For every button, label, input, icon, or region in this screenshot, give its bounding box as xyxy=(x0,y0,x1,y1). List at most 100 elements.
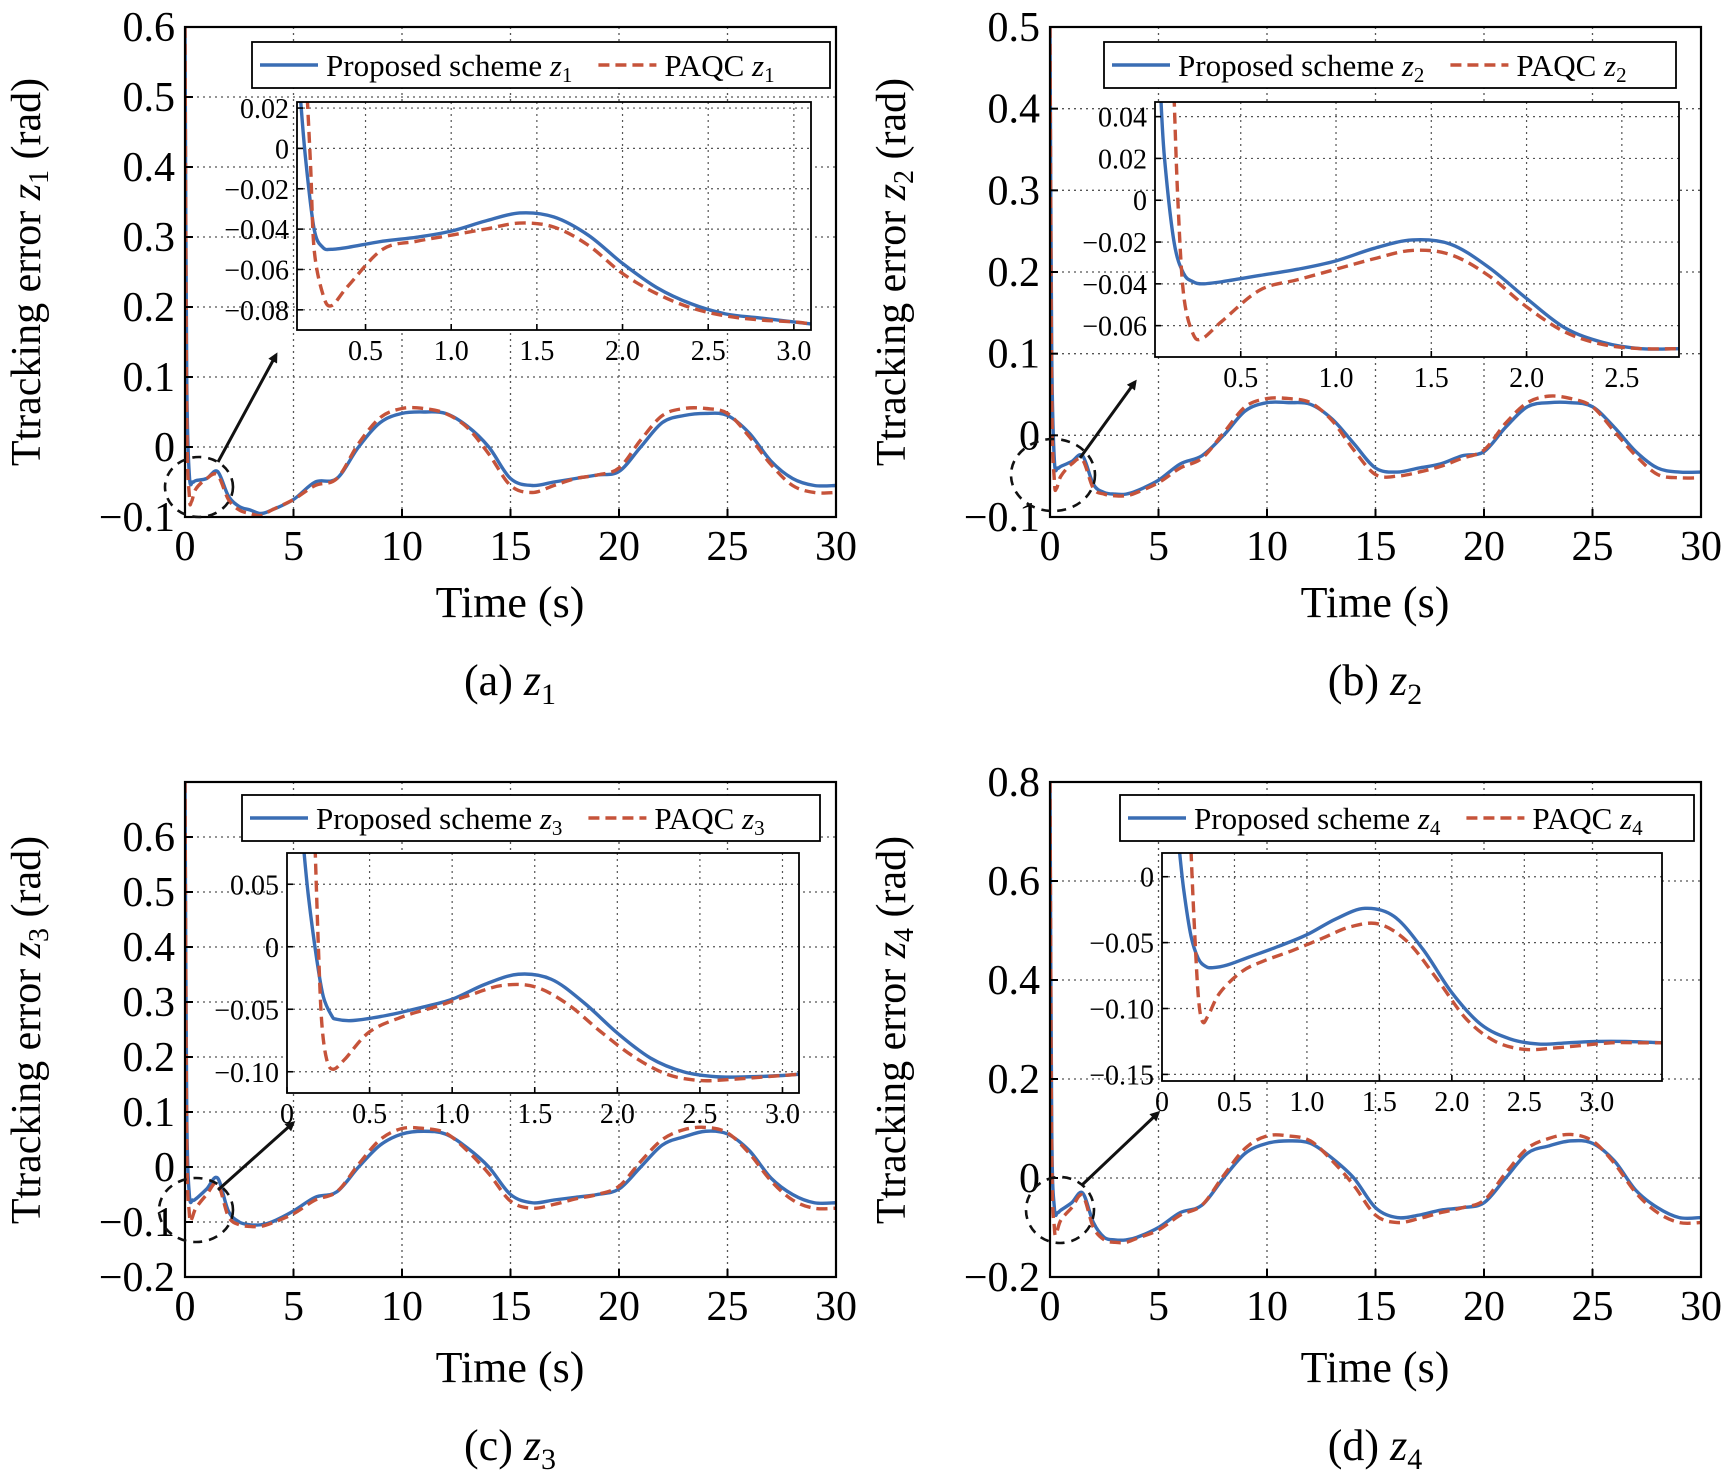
panel-caption: (c) z3 xyxy=(464,1421,556,1476)
inset-x-tick-label: 3.0 xyxy=(776,336,811,367)
inset-x-tick-label: 1.5 xyxy=(1414,363,1449,394)
legend-label-proposed-var: z xyxy=(549,48,562,83)
inset-x-tick-label: 2.0 xyxy=(600,1099,635,1130)
y-tick-label: 0 xyxy=(154,1145,175,1191)
y-tick-label: −0.1 xyxy=(99,1200,175,1246)
inset-x-tick-label: 2.5 xyxy=(1507,1087,1542,1118)
y-tick-label: 0.2 xyxy=(988,250,1041,296)
y-tick-label: 0.6 xyxy=(123,815,176,861)
x-tick-label: 30 xyxy=(1680,524,1722,570)
inset-x-tick-label: 1.5 xyxy=(519,336,554,367)
y-tick-label: 0.6 xyxy=(123,5,176,51)
legend-label-paqc: PAQC z1 xyxy=(664,48,774,87)
inset-y-tick-label: −0.05 xyxy=(1089,929,1154,960)
inset-y-tick-label: −0.08 xyxy=(224,296,289,327)
inset-series-paqc-line xyxy=(305,102,811,326)
y-axis-label-sub: 1 xyxy=(24,170,55,184)
y-tick-label: −0.1 xyxy=(964,495,1040,541)
legend-space xyxy=(744,48,752,83)
zoom-ellipse xyxy=(163,455,235,519)
inset-y-tick-label: −0.02 xyxy=(224,175,289,206)
legend-label-proposed-text: Proposed scheme xyxy=(1194,801,1410,836)
x-tick-label: 30 xyxy=(815,1284,857,1330)
legend-label-paqc: PAQC z4 xyxy=(1532,801,1643,840)
inset-x-tick-label: 0 xyxy=(1155,1087,1169,1118)
inset-frame xyxy=(1154,101,1680,358)
x-tick-label: 15 xyxy=(1355,1284,1397,1330)
x-tick-label: 0 xyxy=(175,1284,196,1330)
y-axis-label-space xyxy=(869,200,915,211)
y-axis-label: Ttracking error z4 (rad) xyxy=(869,836,920,1224)
y-axis-label-var: z xyxy=(869,942,915,959)
legend-label-proposed-text: Proposed scheme xyxy=(1178,48,1394,83)
legend-label-proposed: Proposed scheme z2 xyxy=(1178,48,1424,87)
y-tick-label: 0.1 xyxy=(123,355,176,401)
legend-label-paqc-sub: 2 xyxy=(1616,63,1627,87)
inset-series-proposed-line xyxy=(1177,853,1662,1046)
inset-x-tick-label: 2.0 xyxy=(605,336,640,367)
inset-background xyxy=(1155,102,1679,357)
y-tick-label: 0.6 xyxy=(988,859,1041,905)
legend-label-paqc-var: z xyxy=(1619,801,1632,836)
inset-y-tick-label: −0.05 xyxy=(214,995,279,1026)
x-tick-label: 15 xyxy=(490,1284,532,1330)
y-axis-label-text: Ttracking error xyxy=(869,969,915,1224)
chart-panel-a: 0 5 10 15 20 25 30−0.100.10.20.30.40.50.6Time … xyxy=(4,5,857,711)
x-tick-label: 0 xyxy=(1040,524,1061,570)
inset-frame xyxy=(296,101,812,331)
legend-space xyxy=(1612,801,1620,836)
y-axis-label-sub: 4 xyxy=(889,928,920,942)
inset-frame xyxy=(1161,852,1663,1082)
inset-y-tick-label: 0.02 xyxy=(240,94,289,125)
inset-x-tick-label: 2.5 xyxy=(691,336,726,367)
legend: Proposed scheme z4 PAQC z4 xyxy=(1119,794,1695,842)
inset-x-tick-label: 1.0 xyxy=(435,1099,470,1130)
zoom-ellipse xyxy=(1024,1175,1096,1245)
legend-label-paqc-text: PAQC xyxy=(654,801,734,836)
panel-caption: (a) z1 xyxy=(464,656,556,711)
x-axis-label: Time (s) xyxy=(436,578,585,627)
y-tick-label: −0.2 xyxy=(964,1255,1040,1301)
y-tick-label: 0.3 xyxy=(123,980,176,1026)
inset-x-tick-label: 0.5 xyxy=(1217,1087,1252,1118)
legend-space xyxy=(734,801,742,836)
legend-label-paqc: PAQC z3 xyxy=(654,801,764,840)
panel-caption-sub: 3 xyxy=(541,1443,556,1476)
inset-x-tick-label: 0.5 xyxy=(348,336,383,367)
zoom-arrow xyxy=(217,1121,296,1192)
inset-y-tick-label: 0 xyxy=(1133,186,1147,217)
y-axis-label-space xyxy=(4,958,50,969)
panel-caption-var: z xyxy=(523,656,541,705)
zoom-ellipse xyxy=(157,1176,235,1244)
y-tick-label: −0.1 xyxy=(99,495,175,541)
x-tick-label: 5 xyxy=(283,524,304,570)
inset-x-tick-label: 3.0 xyxy=(765,1099,800,1130)
x-tick-label: 30 xyxy=(815,524,857,570)
y-tick-label: 0.1 xyxy=(988,332,1041,378)
legend-label-paqc-var: z xyxy=(741,801,754,836)
y-axis-label-unit: (rad) xyxy=(4,836,50,918)
y-axis-label-text: Ttracking error xyxy=(4,969,50,1224)
x-tick-label: 15 xyxy=(490,524,532,570)
legend-box xyxy=(1119,794,1695,842)
zoom-arrow xyxy=(1078,379,1137,459)
inset-background xyxy=(287,853,799,1093)
x-tick-label: 0 xyxy=(1040,1284,1061,1330)
panel-caption-sub: 1 xyxy=(541,678,556,711)
x-tick-label: 20 xyxy=(598,1284,640,1330)
series-paqc-line xyxy=(185,782,836,1229)
series-proposed-line xyxy=(1050,27,1701,497)
inset-x-tick-label: 0.5 xyxy=(1223,363,1258,394)
y-tick-label: 0.2 xyxy=(123,285,176,331)
inset-y-tick-label: 0.02 xyxy=(1098,144,1147,175)
legend-label-proposed: Proposed scheme z4 xyxy=(1194,801,1441,840)
legend-label-proposed-text: Proposed scheme xyxy=(316,801,532,836)
x-axis-label: Time (s) xyxy=(436,1343,585,1392)
series-paqc-line xyxy=(1050,27,1701,498)
legend-label-proposed: Proposed scheme z3 xyxy=(316,801,562,840)
panel-caption: (b) z2 xyxy=(1328,656,1422,711)
zoom-ellipse xyxy=(1009,437,1097,513)
chart-panel-c: 0 5 10 15 20 25 30−0.2−0.100.10.20.30.40.50.6T… xyxy=(4,780,857,1476)
legend-box xyxy=(1103,41,1677,89)
legend-label-proposed-sub: 4 xyxy=(1430,816,1441,840)
